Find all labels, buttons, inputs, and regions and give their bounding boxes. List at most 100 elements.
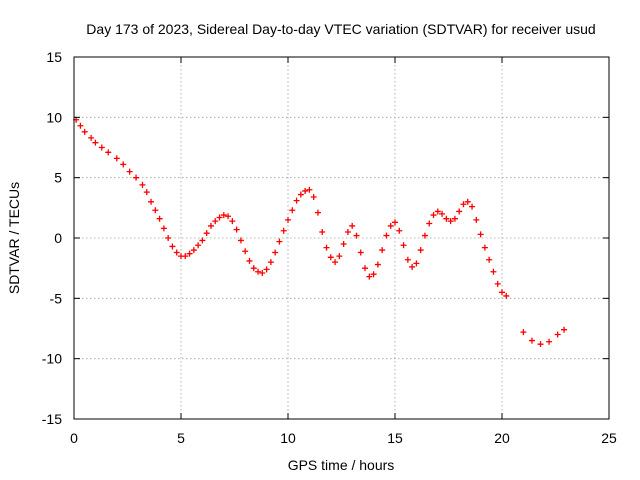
- data-point: [340, 241, 347, 248]
- data-point: [139, 181, 146, 188]
- data-point: [357, 249, 364, 256]
- data-point: [366, 273, 373, 280]
- data-point: [302, 187, 309, 194]
- data-point: [451, 215, 458, 222]
- data-point: [267, 259, 274, 266]
- data-point: [430, 212, 437, 219]
- data-point: [314, 209, 321, 216]
- data-point: [460, 201, 467, 208]
- axis-ticks: 0 5 10 15 20 25 -15 -10 -5 0 5 10 15: [42, 49, 617, 446]
- data-point: [554, 331, 561, 338]
- data-point: [152, 207, 159, 214]
- data-point: [494, 280, 501, 287]
- data-point: [520, 329, 527, 336]
- data-point: [255, 268, 262, 275]
- data-point: [289, 207, 296, 214]
- y-tick-label: 0: [54, 230, 62, 246]
- data-point: [195, 242, 202, 249]
- data-point: [280, 227, 287, 234]
- data-point: [285, 216, 291, 223]
- data-point: [186, 250, 193, 257]
- data-point: [156, 215, 163, 222]
- data-point: [190, 247, 197, 254]
- data-point: [396, 227, 403, 234]
- data-point: [362, 265, 369, 272]
- data-point: [203, 230, 210, 237]
- data-point: [160, 225, 167, 232]
- data-point: [233, 226, 240, 233]
- data-point: [297, 191, 304, 198]
- data-point: [246, 257, 253, 264]
- data-point: [344, 228, 351, 235]
- data-point: [332, 259, 339, 266]
- data-point: [336, 253, 343, 260]
- data-point: [98, 144, 105, 151]
- data-point: [105, 149, 112, 156]
- data-point: [439, 210, 446, 217]
- data-point: [404, 256, 411, 263]
- data-point: [113, 155, 120, 162]
- x-tick-label: 20: [494, 430, 510, 446]
- data-point: [207, 222, 214, 229]
- data-point: [473, 216, 480, 223]
- data-point: [199, 237, 206, 244]
- data-points: [73, 116, 568, 348]
- data-point: [469, 203, 476, 210]
- data-point: [421, 232, 428, 239]
- data-point: [417, 247, 424, 254]
- series-sdtvar: [73, 116, 568, 348]
- data-point: [409, 263, 416, 270]
- data-point: [92, 139, 99, 146]
- grid-lines: [74, 57, 609, 419]
- data-point: [165, 235, 172, 241]
- data-point: [546, 338, 553, 345]
- y-tick-label: -10: [42, 351, 62, 367]
- data-point: [426, 220, 433, 227]
- data-point: [503, 292, 510, 299]
- data-point: [242, 248, 249, 255]
- data-point: [456, 208, 463, 215]
- x-tick-label: 25: [601, 430, 617, 446]
- data-point: [561, 326, 568, 333]
- data-point: [148, 198, 155, 205]
- data-point: [392, 219, 398, 226]
- data-point: [212, 218, 219, 225]
- data-point: [237, 237, 244, 244]
- data-point: [77, 122, 84, 129]
- y-axis-label: SDTVAR / TECUs: [6, 182, 22, 294]
- data-point: [263, 266, 270, 273]
- data-point: [413, 260, 420, 267]
- data-point: [499, 289, 505, 296]
- y-tick-label: -5: [50, 290, 63, 306]
- data-point: [173, 249, 180, 256]
- data-point: [374, 261, 381, 268]
- x-tick-label: 0: [70, 430, 78, 446]
- data-point: [216, 214, 223, 221]
- data-point: [250, 265, 257, 272]
- data-point: [225, 213, 232, 220]
- data-point: [182, 253, 189, 260]
- data-point: [120, 161, 127, 168]
- data-point: [323, 244, 330, 251]
- data-point: [88, 134, 95, 141]
- data-point: [528, 337, 535, 344]
- data-point: [259, 269, 266, 276]
- data-point: [481, 244, 488, 251]
- data-point: [81, 128, 88, 135]
- x-tick-label: 15: [387, 430, 403, 446]
- data-point: [383, 232, 390, 239]
- data-point: [327, 254, 334, 261]
- y-tick-label: 5: [54, 170, 62, 186]
- data-point: [443, 215, 450, 222]
- y-tick-label: -15: [42, 411, 62, 427]
- data-point: [387, 222, 394, 229]
- x-tick-label: 5: [177, 430, 185, 446]
- y-tick-label: 15: [46, 49, 62, 65]
- data-point: [169, 243, 176, 250]
- data-point: [272, 249, 279, 256]
- y-tick-label: 10: [46, 109, 62, 125]
- data-point: [370, 271, 377, 278]
- data-point: [133, 174, 140, 181]
